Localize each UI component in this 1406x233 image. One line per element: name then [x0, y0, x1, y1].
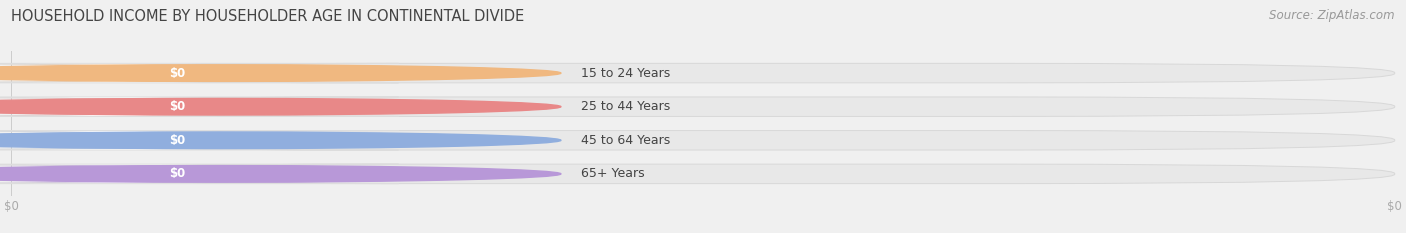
FancyBboxPatch shape: [0, 63, 399, 83]
Circle shape: [0, 65, 561, 81]
FancyBboxPatch shape: [0, 164, 399, 184]
FancyBboxPatch shape: [11, 63, 1395, 83]
FancyBboxPatch shape: [11, 97, 1395, 116]
FancyBboxPatch shape: [0, 65, 385, 82]
Text: $0: $0: [169, 134, 186, 147]
Text: $0: $0: [169, 67, 186, 80]
Text: $0: $0: [169, 167, 186, 180]
Text: 45 to 64 Years: 45 to 64 Years: [581, 134, 671, 147]
Text: $0: $0: [169, 100, 186, 113]
Text: 65+ Years: 65+ Years: [581, 167, 644, 180]
Circle shape: [0, 132, 561, 149]
Text: 15 to 24 Years: 15 to 24 Years: [581, 67, 671, 80]
Circle shape: [0, 166, 561, 182]
FancyBboxPatch shape: [0, 130, 399, 150]
Text: 25 to 44 Years: 25 to 44 Years: [581, 100, 671, 113]
FancyBboxPatch shape: [0, 97, 399, 116]
FancyBboxPatch shape: [11, 130, 1395, 150]
FancyBboxPatch shape: [0, 132, 385, 149]
FancyBboxPatch shape: [0, 165, 385, 182]
Text: Source: ZipAtlas.com: Source: ZipAtlas.com: [1270, 9, 1395, 22]
FancyBboxPatch shape: [0, 98, 385, 115]
FancyBboxPatch shape: [11, 164, 1395, 184]
Circle shape: [0, 98, 561, 115]
Text: HOUSEHOLD INCOME BY HOUSEHOLDER AGE IN CONTINENTAL DIVIDE: HOUSEHOLD INCOME BY HOUSEHOLDER AGE IN C…: [11, 9, 524, 24]
